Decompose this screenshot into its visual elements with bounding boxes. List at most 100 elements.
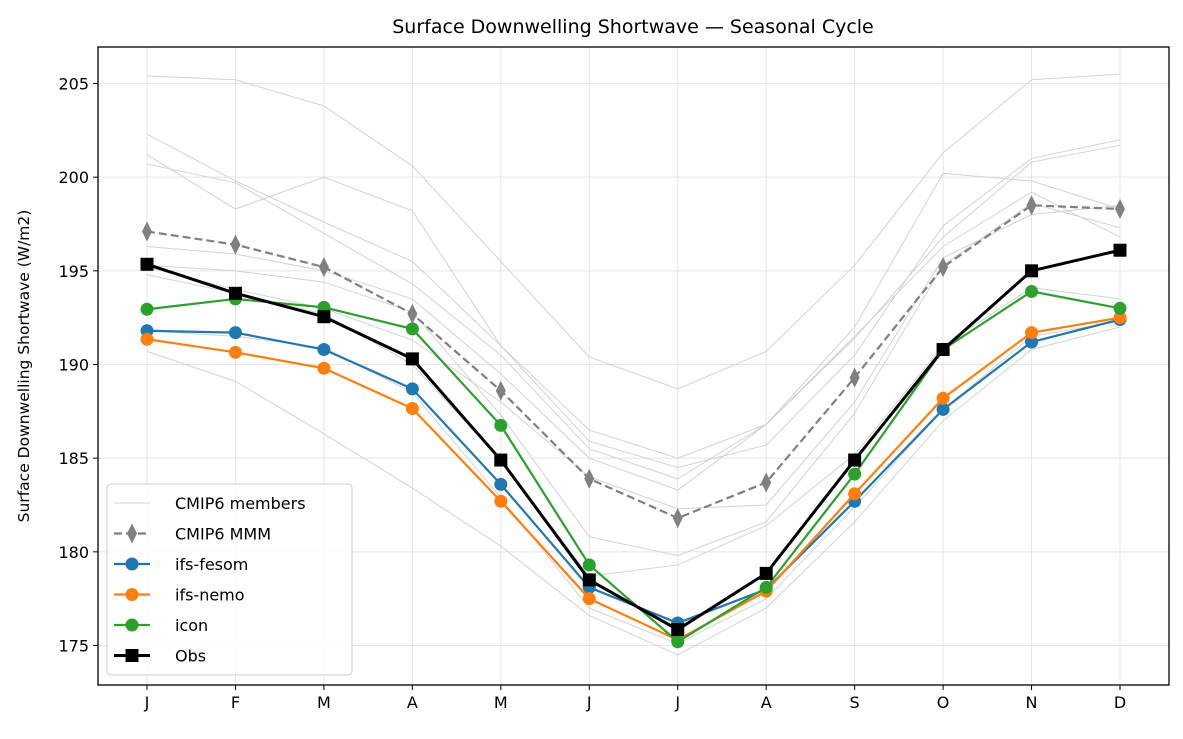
cmip6-mmm-point <box>495 380 506 401</box>
obs-point <box>317 310 331 324</box>
x-tick-label: F <box>231 693 240 712</box>
icon-point <box>848 467 862 481</box>
legend-label-ifs-fesom: ifs-fesom <box>175 555 248 574</box>
legend-marker-ifs-fesom <box>125 557 139 571</box>
ifs-fesom-point <box>317 343 331 357</box>
x-tick-label: A <box>407 693 418 712</box>
cmip6-member-line <box>146 326 1121 656</box>
icon-point <box>405 322 419 336</box>
legend-label-cmip6-mmm: CMIP6 MMM <box>175 525 271 544</box>
obs-point <box>494 453 508 467</box>
obs-point <box>1025 264 1039 278</box>
ifs-nemo-point <box>936 391 950 405</box>
cmip6-mmm-point <box>1026 195 1037 216</box>
y-tick-label: 190 <box>58 356 89 375</box>
cmip6-mmm-point <box>849 367 860 388</box>
ifs-nemo-point <box>317 361 331 375</box>
legend-label-cmip6-members: CMIP6 members <box>175 494 306 513</box>
cmip6-mmm-point <box>142 221 152 242</box>
x-tick-label: S <box>850 693 860 712</box>
icon-point <box>494 418 508 432</box>
legend-marker-obs <box>125 649 139 662</box>
y-tick-label: 200 <box>58 168 89 187</box>
series-obs <box>140 243 1127 637</box>
cmip6-member-line <box>146 191 1121 491</box>
chart-title: Surface Downwelling Shortwave — Seasonal… <box>392 16 874 38</box>
ifs-nemo-point <box>405 402 419 416</box>
y-axis-label: Surface Downwelling Shortwave (W/m2) <box>15 210 33 523</box>
cmip6-member-line <box>146 73 1121 390</box>
x-tick-label: M <box>494 693 508 712</box>
cmip6-mmm-point <box>407 303 418 324</box>
ifs-nemo-point <box>848 487 862 501</box>
ifs-fesom-point <box>936 402 950 416</box>
ifs-nemo-point <box>228 345 242 359</box>
cmip6-mmm-line <box>146 204 1121 520</box>
y-tick-label: 185 <box>58 449 89 468</box>
icon-point <box>1025 284 1039 298</box>
ifs-fesom-point <box>494 477 508 491</box>
y-tick-label: 175 <box>58 637 89 656</box>
icon-point <box>140 302 154 316</box>
ifs-nemo-point <box>1025 326 1039 340</box>
legend-label-ifs-nemo: ifs-nemo <box>175 586 245 605</box>
cmip6-member-line <box>146 202 1121 557</box>
obs-point <box>671 623 685 637</box>
legend-marker-cmip6-mmm <box>127 523 137 544</box>
icon-point <box>671 635 685 649</box>
ifs-nemo-line <box>146 316 1121 642</box>
y-tick-label: 205 <box>58 75 89 94</box>
icon-point <box>1113 301 1127 315</box>
grid <box>98 47 1169 685</box>
obs-point <box>936 343 950 357</box>
y-ticks: 175 180 185 190 195 200 205 <box>58 75 98 656</box>
icon-point <box>759 580 773 594</box>
ifs-fesom-point <box>405 382 419 396</box>
legend: CMIP6 members CMIP6 MMM ifs-fesom ifs-nemo i… <box>106 483 353 676</box>
cmip6-member-line <box>146 139 1121 469</box>
legend-marker-icon <box>125 618 139 632</box>
legend-label-obs: Obs <box>175 647 206 666</box>
legend-marker-ifs-nemo <box>125 588 139 601</box>
x-tick-label: D <box>1114 693 1126 712</box>
legend-label-icon: icon <box>175 616 208 635</box>
ifs-fesom-point <box>1025 335 1039 349</box>
cmip6-mmm-point <box>1115 199 1125 220</box>
x-tick-label: J <box>144 693 150 712</box>
cmip6-mmm-point <box>672 508 683 529</box>
obs-line <box>146 248 1121 632</box>
y-tick-label: 195 <box>58 262 89 281</box>
icon-point <box>582 558 596 572</box>
obs-point <box>759 566 773 580</box>
series-cmip6-mmm <box>142 195 1125 529</box>
ifs-nemo-point <box>582 592 596 606</box>
ifs-fesom-point <box>228 326 242 340</box>
plot-frame <box>97 46 1170 686</box>
cmip6-member-line <box>146 204 1121 510</box>
obs-point <box>848 453 862 467</box>
x-tick-label: J <box>586 693 592 712</box>
series-group <box>140 195 1127 649</box>
legend-box <box>106 483 353 676</box>
ifs-nemo-point <box>1113 311 1127 325</box>
cmip6-mmm-point <box>761 472 772 493</box>
x-tick-label: N <box>1026 693 1038 712</box>
obs-point <box>405 352 419 366</box>
x-tick-label: O <box>937 693 950 712</box>
cmip6-mmm-point <box>230 234 241 255</box>
obs-point <box>582 573 596 587</box>
cmip6-mmm-point <box>318 257 329 278</box>
y-tick-label: 180 <box>58 543 89 562</box>
ifs-nemo-point <box>140 332 154 346</box>
cmip6-mmm-point <box>584 468 595 489</box>
obs-point <box>140 257 154 271</box>
x-tick-label: J <box>674 693 680 712</box>
x-tick-label: A <box>761 693 772 712</box>
cmip6-mmm-point <box>938 257 949 278</box>
x-tick-label: M <box>317 693 331 712</box>
cmip6-member-line <box>146 133 1121 459</box>
obs-point <box>228 286 242 300</box>
obs-point <box>1113 243 1127 257</box>
